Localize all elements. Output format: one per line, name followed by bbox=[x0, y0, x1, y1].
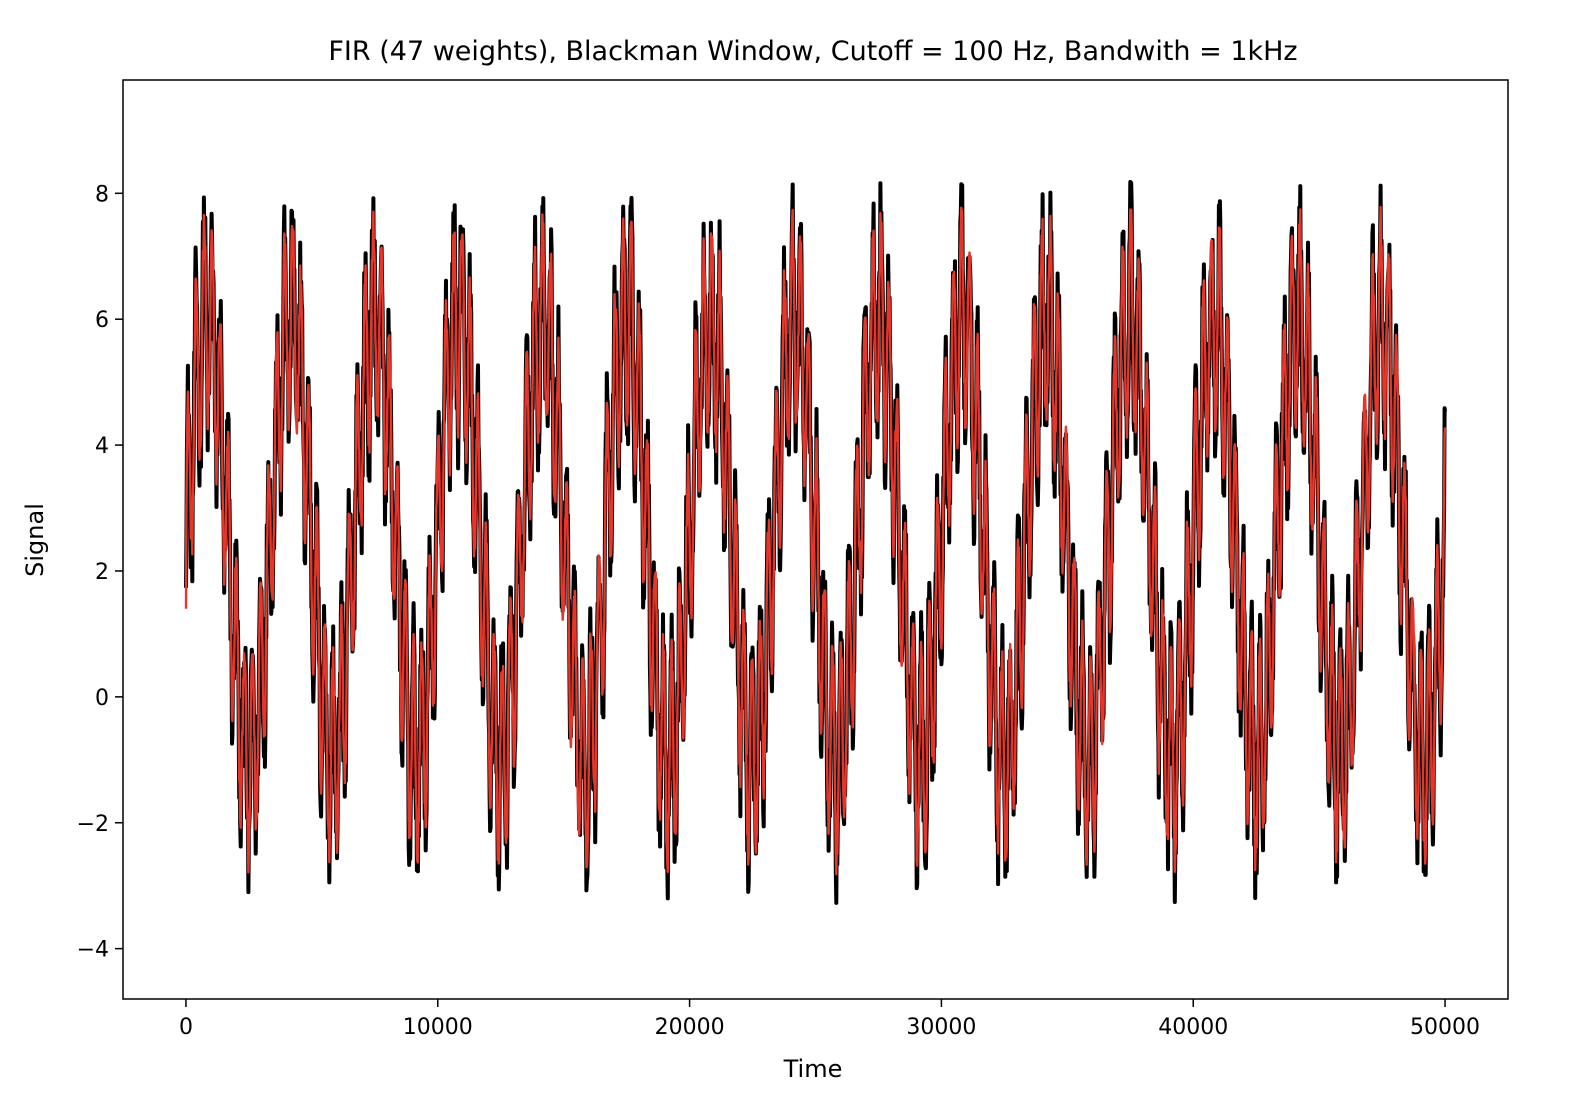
plot-frame bbox=[122, 79, 1509, 1000]
series-line-1 bbox=[184, 205, 1447, 876]
y-tick-label: 2 bbox=[95, 560, 109, 585]
x-tick-label: 40000 bbox=[1158, 1015, 1228, 1040]
y-axis: −4 −2 0 2 4 6 8 bbox=[77, 182, 123, 963]
x-tick-label: 50000 bbox=[1410, 1015, 1480, 1040]
y-tick-label: 6 bbox=[95, 308, 109, 333]
x-tick-label: 20000 bbox=[655, 1015, 725, 1040]
chart-title: FIR (47 weights), Blackman Window, Cutof… bbox=[328, 36, 1297, 67]
plot-series bbox=[184, 180, 1447, 905]
y-tick-label: 4 bbox=[95, 434, 109, 459]
y-axis-label: Signal bbox=[21, 503, 49, 577]
x-tick-label: 10000 bbox=[403, 1015, 473, 1040]
y-tick-label: −2 bbox=[77, 812, 109, 837]
x-tick-label: 0 bbox=[179, 1015, 193, 1040]
x-axis: 0 10000 20000 30000 40000 50000 bbox=[179, 999, 1480, 1040]
x-tick-label: 30000 bbox=[906, 1015, 976, 1040]
y-tick-label: −4 bbox=[77, 938, 109, 963]
x-axis-label: Time bbox=[783, 1055, 843, 1083]
y-tick-label: 0 bbox=[95, 686, 109, 711]
y-tick-label: 8 bbox=[95, 182, 109, 207]
